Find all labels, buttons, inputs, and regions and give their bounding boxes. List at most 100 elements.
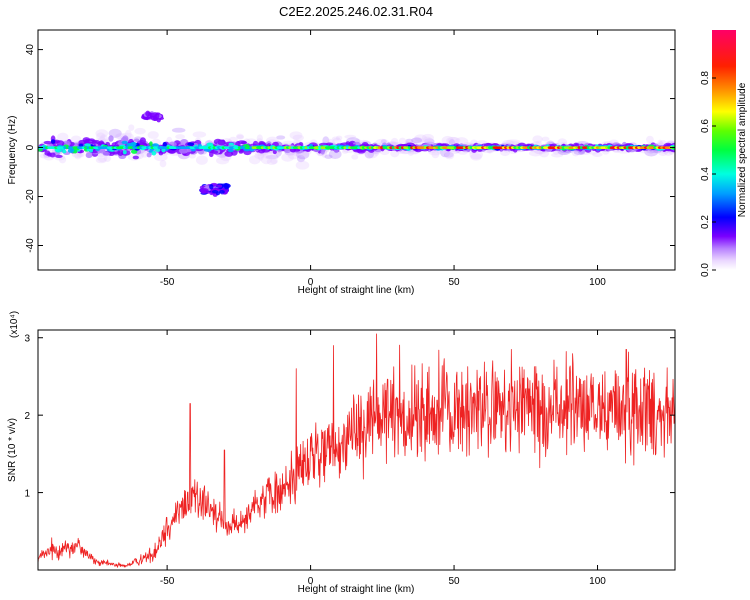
spectrogram-core-cell [161,147,166,153]
spectrogram-halo-cell [448,149,460,155]
snr-plot: -50 0 50 100 1 2 3 Height of straight line (km… [7,311,676,595]
colorbar-ticks: 0.0 0.2 0.4 0.6 0.8 [700,71,716,277]
spectrogram-band-cell [134,138,140,142]
spectrogram-ytick-label: 40 [25,44,36,56]
spectrogram-core-cell [206,142,214,147]
snr-xtick-label: 50 [448,576,460,587]
spectrogram-halo-cell [70,135,82,143]
spectrogram-halo-cell [270,158,278,165]
spectrogram-core-cell [227,148,234,153]
spectrogram-band-cell [47,152,52,157]
spectrogram-halo-cell [265,155,279,160]
snr-ylabel: SNR (10 * v/v) [7,418,18,482]
colorbar: 0.0 0.2 0.4 0.6 0.8 Normalized spectral ampl… [700,30,748,277]
spectrogram-halo-cell [281,153,294,162]
spectrogram-lower-patch-cell [224,185,229,190]
spectrogram-halo-cell [58,156,67,164]
spectrogram-lower-patch-cell [218,190,225,194]
spectrogram-halo-cell [134,127,146,135]
spectrogram-core-cell [67,148,75,153]
spectrogram-halo-cell [57,132,69,142]
spectrogram-band-cell [43,140,52,145]
spectrogram-halo-cell [254,153,264,159]
spectrogram-core-cell [149,141,153,147]
spectrogram-ytick-label: 20 [25,93,36,105]
spectrogram-core-cell [151,143,160,148]
figure-title: C2E2.2025.246.02.31.R04 [279,4,433,19]
spectrogram-xtick-label: 0 [308,277,314,288]
spectrogram-ytick-label: -40 [25,238,36,253]
spectrogram-halo-cell [128,124,135,131]
spectrogram-halo-cell [399,137,406,144]
colorbar-gradient [712,30,736,270]
colorbar-tick-label: 0.8 [700,71,711,85]
spectrogram-core-cell [50,139,56,144]
spectrogram-halo-cell [592,151,603,158]
spectrogram-ytick-label: 0 [25,144,36,150]
snr-xtick-label: 0 [308,576,314,587]
spectrogram-halo-cell [175,134,185,140]
spectrogram-halo-cell [335,135,343,141]
spectrogram-ticks: -50 0 50 100 -40 -20 0 20 40 [25,30,675,288]
spectrogram-halo-cell [541,136,550,142]
snr-xtick-label: -50 [160,576,175,587]
spectrogram-core-cell [130,149,138,154]
spectrogram-lower-patch-cell [211,189,219,194]
spectrogram-halo-cell [248,155,261,165]
spectrogram-halo-cell [71,152,84,158]
spectrogram-halo-cell [528,150,543,157]
snr-xlabel: Height of straight line (km) [298,584,415,595]
spectrogram-band-cell [56,140,65,147]
spectrogram-halo-cell [351,154,359,160]
spectrogram-halo-cell [390,137,399,147]
snr-ytick-label: 1 [24,489,30,500]
spectrogram-halo-cell [289,131,303,140]
spectrogram-halo-cell [154,153,168,162]
snr-ticks: -50 0 50 100 1 2 3 [24,330,675,587]
spectrogram-halo-cell [171,127,186,133]
spectrogram-halo-cell [470,153,482,161]
snr-ytick-label: 2 [24,411,30,422]
spectrogram-core-cell [122,150,127,155]
spectrogram-halo-cell [443,152,454,158]
spectrogram-halo-cell [295,160,310,170]
spectrogram-halo-cell [276,135,286,140]
spectrogram-halo-cell [216,156,230,165]
spectrogram-halo-cell [407,150,414,156]
spectrogram-lower-patch-cell [209,183,214,190]
spectrogram-band-cell [217,139,226,146]
spectrogram-core-cell [187,142,195,146]
colorbar-tick-label: 0.0 [700,263,711,277]
spectrogram-core-cell [162,141,167,147]
spectrogram-halo-cell [506,139,521,145]
spectrogram-xtick-label: 100 [589,277,606,288]
spectrogram-band-cell [85,152,93,159]
spectrogram-halo-cell [341,149,349,154]
spectrogram-halo-cell [422,136,433,145]
spectrogram-core-cell [86,148,92,152]
snr-scale-label: (x10⁴) [9,311,20,338]
spectrogram-halo-cell [292,134,305,141]
spectrogram-halo-cell [256,134,263,143]
spectrogram-band-cell [158,151,164,156]
colorbar-tick-label: 0.4 [700,167,711,181]
spectrogram-lower-patch-cell [217,184,223,188]
spectrogram-halo-cell [195,155,208,165]
spectrogram-halo-cell [95,157,107,164]
spectrogram-band-cell [108,135,114,142]
spectrogram-band-cell [238,150,244,154]
spectrogram-halo-cell [103,154,112,162]
spectrogram-halo-cell [159,160,167,168]
spectrogram-halo-cell [324,154,333,159]
spectrogram-core-cell [130,141,137,147]
snr-series-line [38,333,675,568]
spectrogram-halo-cell [424,138,435,145]
spectrogram-plot: -50 0 50 100 -40 -20 0 20 40 Height of straight … [7,29,676,296]
colorbar-tick-label: 0.6 [700,119,711,133]
spectrogram-band-cell [293,148,301,152]
spectrogram-halo-cell [331,136,340,141]
snr-ytick-label: 3 [24,334,30,345]
spectrogram-core-cell [155,148,161,152]
spectrogram-halo-cell [645,135,654,144]
